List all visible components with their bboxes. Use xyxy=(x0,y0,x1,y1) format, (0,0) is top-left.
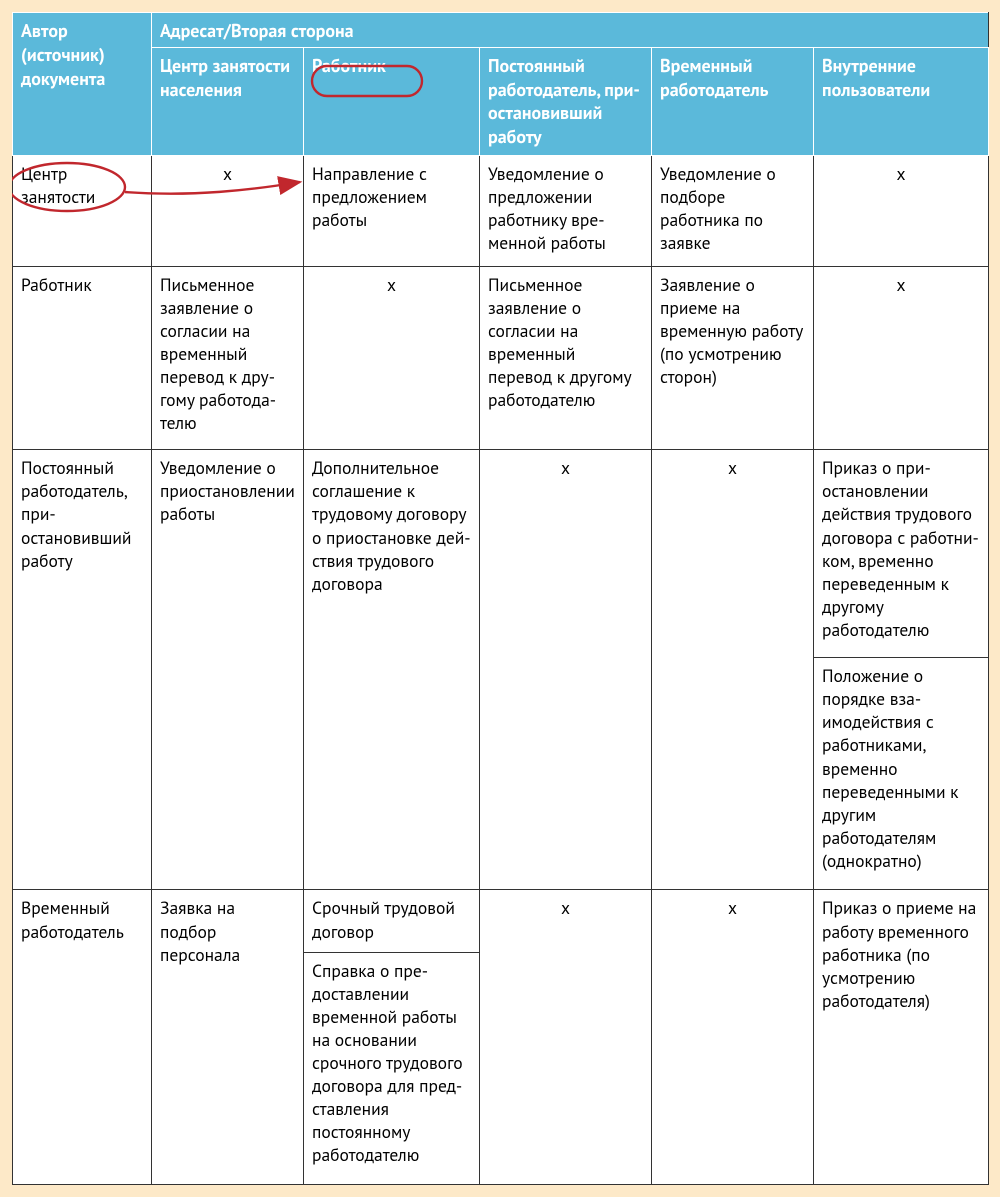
cell: x xyxy=(152,155,304,266)
table-row: Временный работодатель Заявка на подбор … xyxy=(13,890,989,952)
cell: Заявление о приеме на временную работу (… xyxy=(652,266,814,450)
table-body: Центр занятости x Направление с предложе… xyxy=(13,155,989,1184)
cell: x xyxy=(652,890,814,1185)
row-label: Постоянный работода­тель, при­остановивш… xyxy=(13,450,152,890)
cell: x xyxy=(652,450,814,890)
cell: x xyxy=(480,890,652,1185)
cell: Письменное заявление о согласии на време… xyxy=(480,266,652,450)
cell: Уведомление о подборе работника по заявк… xyxy=(652,155,814,266)
header-col-2: Работник xyxy=(304,47,480,155)
table-header: Автор (источник) документа Адресат/Втора… xyxy=(13,13,989,156)
documents-table: Автор (источник) документа Адресат/Втора… xyxy=(12,12,989,1185)
cell: x xyxy=(480,450,652,890)
cell: Приказ о при­остановлении действия тру­д… xyxy=(814,450,989,658)
cell: x xyxy=(814,266,989,450)
cell: Дополнитель­ное соглашение к трудовому д… xyxy=(304,450,480,890)
header-col-5: Внутренние пользова­тели xyxy=(814,47,989,155)
header-row-label: Автор (источник) документа xyxy=(13,13,152,156)
header-col-3: Постоянный работода­тель, при­остановив­… xyxy=(480,47,652,155)
cell: Заявка на подбор персонала xyxy=(152,890,304,1185)
table-row: Центр занятости x Направление с предложе… xyxy=(13,155,989,266)
header-col-1: Центр занятости населения xyxy=(152,47,304,155)
cell: Уведомление о предложении работнику вре­… xyxy=(480,155,652,266)
table-row: Работник Письменное заявление о согласии… xyxy=(13,266,989,450)
cell: Уведомление о приостанов­лении работы xyxy=(152,450,304,890)
cell: Положение о порядке вза­имодействия с ра… xyxy=(814,658,989,890)
page-background: Автор (источник) документа Адресат/Втора… xyxy=(0,0,1000,1197)
header-col-4: Временный работода­тель xyxy=(652,47,814,155)
cell: Приказ о прие­ме на работу временного ра… xyxy=(814,890,989,1185)
header-group-label: Адресат/Вторая сторона xyxy=(152,13,989,48)
row-label: Временный работодатель xyxy=(13,890,152,1185)
cell: x xyxy=(814,155,989,266)
row-label: Работник xyxy=(13,266,152,450)
cell: Направление с предложени­ем работы xyxy=(304,155,480,266)
row-label: Центр занятости xyxy=(13,155,152,266)
cell: Справка о пре­доставлении временной рабо… xyxy=(304,952,480,1184)
cell: Срочный трудо­вой договор xyxy=(304,890,480,952)
cell: Письменное заявление о согласии на време… xyxy=(152,266,304,450)
table-row: Постоянный работода­тель, при­остановивш… xyxy=(13,450,989,658)
cell: x xyxy=(304,266,480,450)
